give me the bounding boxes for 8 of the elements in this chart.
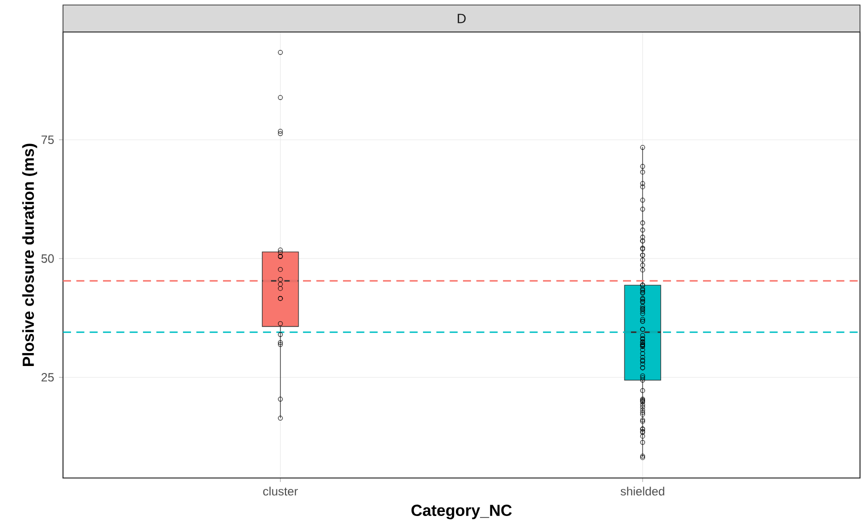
y-tick-label: 50 xyxy=(41,254,54,263)
x-axis-title: Category_NC xyxy=(411,504,512,520)
x-tick-label: cluster xyxy=(263,486,298,496)
y-tick-label: 25 xyxy=(42,373,54,382)
chart-title: D xyxy=(458,14,466,24)
y-tick-label: 75 xyxy=(42,136,54,144)
y-axis-title: Plosive closure duration (ms) xyxy=(22,144,38,366)
x-tick-label: shielded xyxy=(620,486,664,496)
